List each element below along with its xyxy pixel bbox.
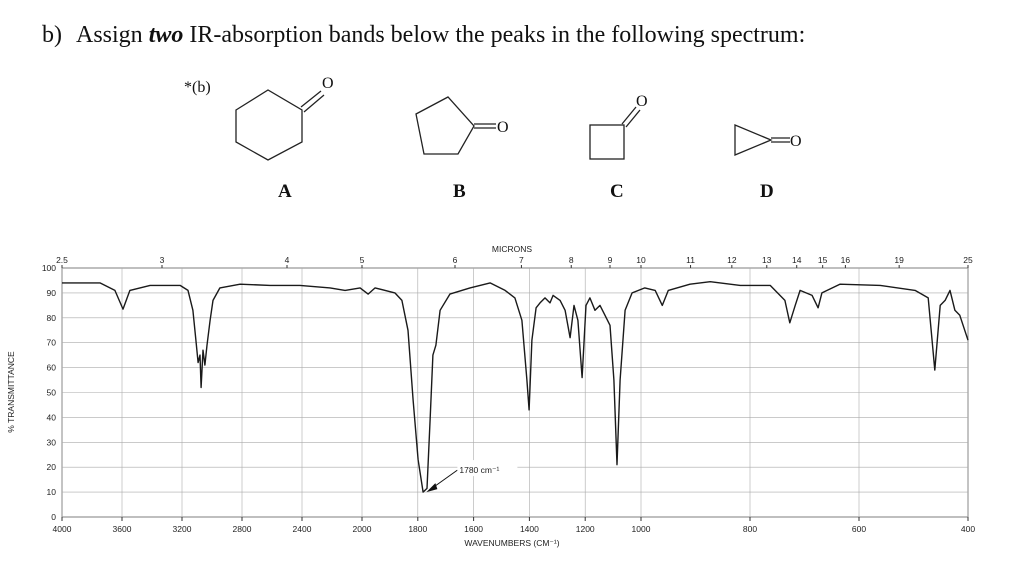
x2-tick-label: 2.5 xyxy=(56,255,68,265)
molecule-d: O D xyxy=(734,124,802,202)
molecule-label: D xyxy=(760,181,774,202)
x2-axis-label: MICRONS xyxy=(492,244,532,254)
spectrum-line xyxy=(62,281,969,493)
bond xyxy=(303,94,325,113)
molecule-label: A xyxy=(278,181,292,202)
y-tick-label: 90 xyxy=(47,288,57,298)
x2-tick-label: 13 xyxy=(762,255,772,265)
y-tick-label: 60 xyxy=(47,363,57,373)
x-tick-label: 1600 xyxy=(464,524,483,534)
molecule-a: O A xyxy=(235,75,334,202)
x2-tick-label: 11 xyxy=(686,255,695,265)
x2-tick-label: 4 xyxy=(285,255,290,265)
x-axis-label: WAVENUMBERS (CM⁻¹) xyxy=(464,538,559,548)
ring xyxy=(235,89,303,161)
atom: O xyxy=(322,75,334,92)
spectrum-chart: MICRONS WAVENUMBERS (CM⁻¹) % TRANSMITTAN… xyxy=(6,244,975,548)
x2-tick-label: 7 xyxy=(519,255,524,265)
molecule-c: O C xyxy=(589,93,648,202)
y-tick-label: 100 xyxy=(42,263,56,273)
y-tick-label: 30 xyxy=(47,437,57,447)
y-tick-label: 70 xyxy=(47,338,57,348)
bond xyxy=(625,109,641,128)
bond xyxy=(300,90,322,108)
molecule-label: B xyxy=(453,181,466,202)
x2-tick-label: 5 xyxy=(360,255,365,265)
ring xyxy=(734,124,773,156)
x-tick-label: 1200 xyxy=(576,524,595,534)
y-tick-label: 50 xyxy=(47,388,57,398)
question-emphasis: two xyxy=(149,22,184,48)
question: b) Assign two IR-absorption bands below t… xyxy=(42,22,805,48)
x-tick-label: 1800 xyxy=(408,524,427,534)
x2-tick-label: 8 xyxy=(569,255,574,265)
annotation: 1780 cm⁻¹ xyxy=(459,465,499,475)
question-text: Assign xyxy=(76,22,149,48)
y-tick-label: 80 xyxy=(47,313,57,323)
x2-tick-label: 9 xyxy=(608,255,613,265)
x2-tick-label: 3 xyxy=(160,255,165,265)
ring xyxy=(589,124,625,160)
atom: O xyxy=(636,93,648,110)
bond xyxy=(621,106,637,125)
question-label: b) xyxy=(42,22,62,48)
x-tick-label: 1000 xyxy=(632,524,651,534)
x-tick-label: 4000 xyxy=(53,524,72,534)
x-tick-label: 2800 xyxy=(233,524,252,534)
marker: *(b) xyxy=(184,79,211,96)
x2-tick-label: 16 xyxy=(841,255,851,265)
y-tick-label: 40 xyxy=(47,412,57,422)
x-tick-label: 1400 xyxy=(520,524,539,534)
x-tick-label: 3600 xyxy=(113,524,132,534)
annotation-arrowhead xyxy=(426,483,438,493)
y-tick-label: 20 xyxy=(47,462,57,472)
x-tick-label: 400 xyxy=(961,524,975,534)
molecule-label: C xyxy=(610,181,624,202)
x2-tick-label: 19 xyxy=(894,255,904,265)
x2-tick-label: 15 xyxy=(818,255,828,265)
y-tick-label: 10 xyxy=(47,487,57,497)
question-text: IR-absorption bands below the peaks in t… xyxy=(183,22,805,48)
atom: O xyxy=(497,119,509,136)
x-tick-label: 2000 xyxy=(353,524,372,534)
x2-tick-label: 12 xyxy=(727,255,737,265)
x2-tick-label: 6 xyxy=(453,255,458,265)
x-tick-label: 3200 xyxy=(173,524,192,534)
ring xyxy=(415,96,475,155)
annotation-bg xyxy=(457,460,518,477)
molecule-b: O B xyxy=(415,96,509,202)
atom: O xyxy=(790,133,802,150)
x-tick-label: 800 xyxy=(743,524,757,534)
x2-tick-label: 14 xyxy=(792,255,802,265)
x-tick-label: 2400 xyxy=(293,524,312,534)
x2-tick-label: 25 xyxy=(963,255,973,265)
y-tick-label: 0 xyxy=(51,512,56,522)
y-axis-label: % TRANSMITTANCE xyxy=(6,351,16,433)
x2-tick-label: 10 xyxy=(636,255,646,265)
x-tick-label: 600 xyxy=(852,524,866,534)
